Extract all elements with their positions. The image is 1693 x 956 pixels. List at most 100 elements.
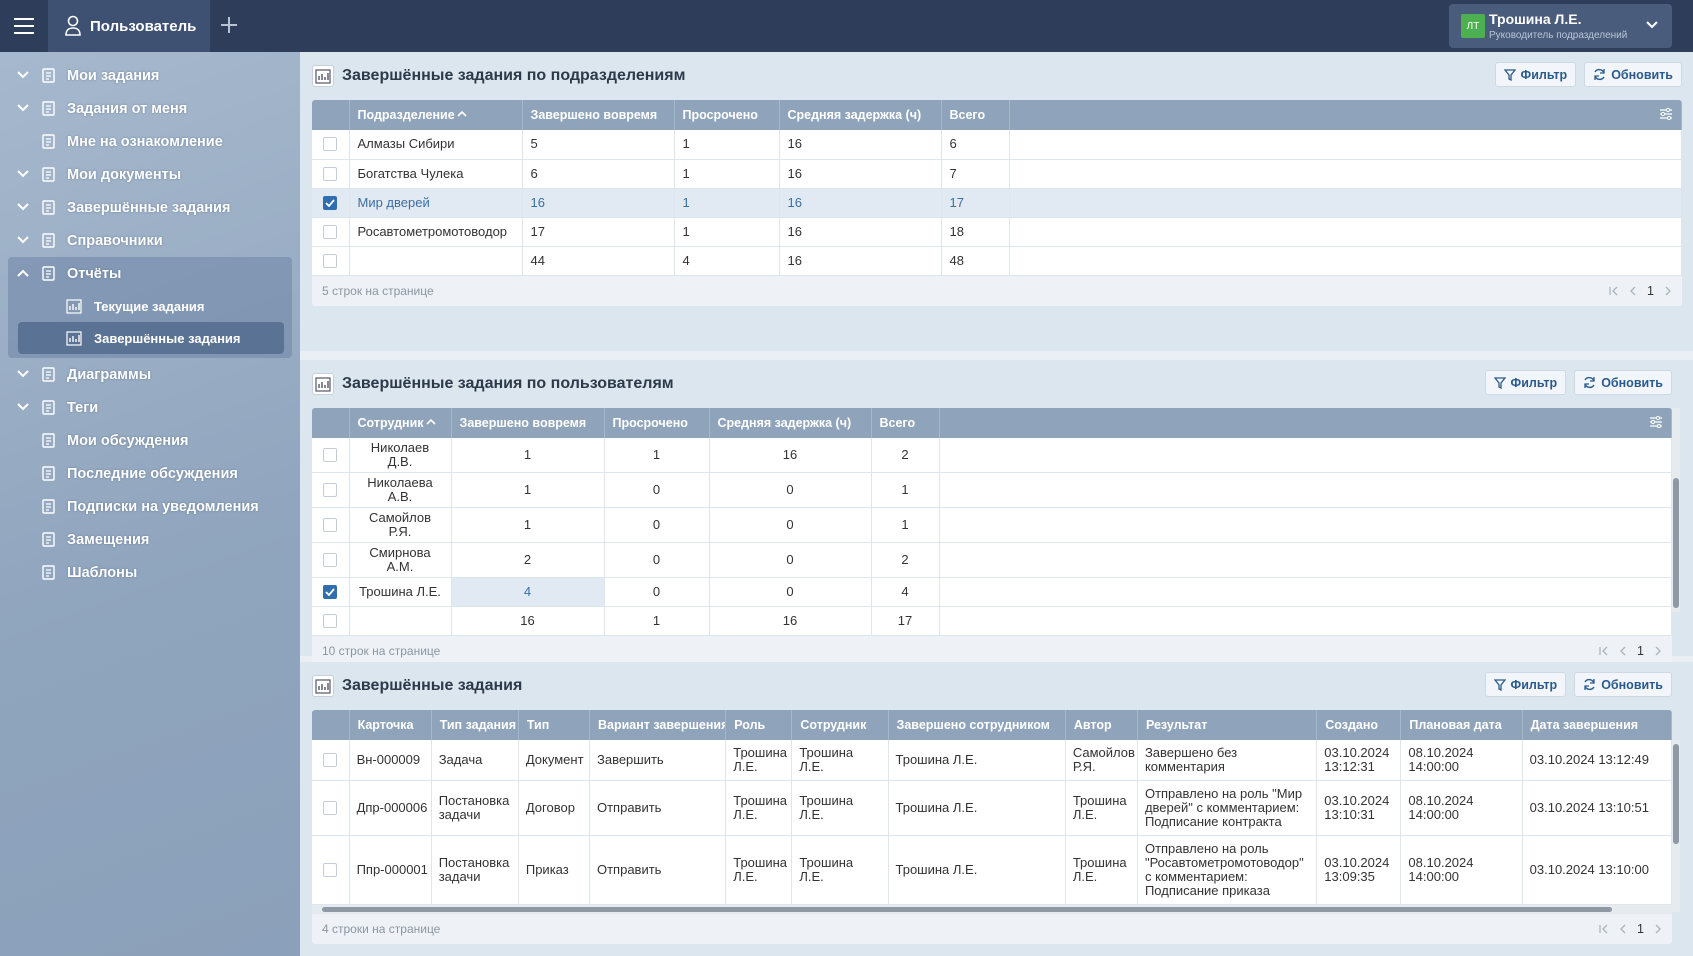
menu-item[interactable]: Мои обсуждения	[0, 424, 300, 457]
column-header[interactable]: Тип	[518, 710, 590, 740]
checkbox[interactable]	[323, 801, 338, 815]
filter-button[interactable]: Фильтр	[1484, 370, 1567, 395]
checkbox[interactable]	[323, 166, 338, 181]
menu-item[interactable]: Подписки на уведомления	[0, 490, 300, 523]
add-tab-button[interactable]	[218, 14, 240, 36]
column-header[interactable]: Всего	[871, 408, 940, 438]
column-header[interactable]: Просрочено	[674, 100, 780, 130]
rows-per-page: 5 строк на странице	[322, 283, 434, 298]
column-header[interactable]: Роль	[725, 710, 793, 740]
submenu-item[interactable]: Текущие задания	[18, 290, 284, 322]
menu-label: Теги	[67, 399, 99, 416]
table-row[interactable]: Дпр-000006 Постановка задачи Договор Отправ…	[312, 780, 1672, 836]
checkbox[interactable]	[323, 195, 338, 210]
scroll-thumb[interactable]	[1673, 744, 1679, 844]
menu-item[interactable]: Завершённые задания	[0, 191, 300, 224]
table-row[interactable]: Росавтометромотоводор 17 1 16 18	[312, 217, 1682, 247]
column-header[interactable]: Завершено сотрудником	[888, 710, 1066, 740]
table-row[interactable]: Николаева А.В. 1 0 0 1	[312, 472, 1672, 508]
column-header[interactable]: Дата завершения	[1522, 710, 1672, 740]
column-header[interactable]: Сотрудник	[791, 710, 889, 740]
checkbox[interactable]	[323, 518, 338, 532]
scroll-thumb[interactable]	[322, 907, 1612, 912]
table-row[interactable]: Николаев Д.В. 1 1 16 2	[312, 438, 1672, 473]
column-header[interactable]: Автор	[1065, 710, 1138, 740]
column-header[interactable]: Плановая дата	[1400, 710, 1523, 740]
refresh-button[interactable]: Обновить	[1574, 370, 1672, 395]
refresh-button[interactable]: Обновить	[1584, 62, 1682, 87]
menu-item[interactable]: Диаграммы	[0, 358, 300, 391]
column-header[interactable]: Средняя задержка (ч)	[779, 100, 942, 130]
filter-button[interactable]: Фильтр	[1484, 672, 1567, 697]
checkbox[interactable]	[323, 253, 338, 268]
scroll-thumb[interactable]	[1673, 478, 1679, 608]
checkbox[interactable]	[323, 553, 338, 567]
table-row[interactable]: Самойлов Р.Я. 1 0 0 1	[312, 507, 1672, 543]
table-row[interactable]: Вн-000009 Задача Документ Завершить Трошина …	[312, 740, 1672, 781]
horizontal-scrollbar[interactable]	[312, 905, 1672, 914]
checkbox[interactable]	[323, 483, 338, 497]
checkbox[interactable]	[323, 224, 338, 239]
table-cell	[939, 577, 1672, 607]
user-tab[interactable]: Пользователь	[48, 0, 210, 52]
checkbox[interactable]	[323, 585, 338, 599]
checkbox-cell	[312, 188, 350, 218]
refresh-button[interactable]: Обновить	[1574, 672, 1672, 697]
column-header[interactable]: Всего	[941, 100, 1010, 130]
menu-item[interactable]: Мои задания	[0, 59, 300, 92]
table-row[interactable]: Мир дверей 16 1 16 17	[312, 188, 1682, 218]
menu-button[interactable]	[12, 14, 36, 38]
chevron	[17, 104, 29, 112]
column-header[interactable]: Просрочено	[604, 408, 710, 438]
checkbox[interactable]	[323, 137, 338, 152]
scrollbar[interactable]	[1672, 740, 1680, 912]
column-header[interactable]: Создано	[1316, 710, 1402, 740]
table-row[interactable]: Ппр-000001 Постановка задачи Приказ Отправи…	[312, 835, 1672, 905]
menu-item[interactable]: Замещения	[0, 523, 300, 556]
menu-label: Справочники	[67, 232, 163, 249]
menu-item[interactable]: Отчёты	[8, 257, 292, 290]
table-row[interactable]: 16 1 16 17	[312, 606, 1672, 636]
checkbox-cell	[312, 472, 350, 508]
table-cell: Отправить	[589, 835, 727, 905]
table-row[interactable]: Богатства Чулека 6 1 16 7	[312, 159, 1682, 189]
submenu-item[interactable]: Завершённые задания	[18, 322, 284, 354]
table-cell: 08.10.2024 14:00:00	[1400, 835, 1523, 905]
column-header[interactable]: Сотрудник	[349, 408, 452, 438]
filter-button[interactable]: Фильтр	[1494, 62, 1577, 87]
chevron	[17, 403, 29, 411]
scrollbar[interactable]	[1672, 408, 1680, 612]
checkbox[interactable]	[323, 448, 338, 462]
table-cell	[939, 542, 1672, 578]
submenu-icon	[66, 331, 82, 346]
column-header[interactable]: Подразделение	[349, 100, 523, 130]
column-header[interactable]: Завершено вовремя	[522, 100, 675, 130]
checkbox[interactable]	[323, 614, 338, 628]
checkbox[interactable]	[323, 753, 338, 767]
column-header[interactable]: Вариант завершения	[589, 710, 727, 740]
column-header[interactable]: Средняя задержка (ч)	[709, 408, 872, 438]
table-footer: 5 строк на странице 1	[312, 275, 1682, 306]
column-header[interactable]: Результат	[1137, 710, 1318, 740]
user-role: Руководитель подразделений	[1489, 30, 1628, 41]
user-menu[interactable]: ЛТ Трошина Л.Е. Руководитель подразделен…	[1449, 4, 1672, 48]
checkmark	[325, 198, 335, 207]
menu-item[interactable]: Мне на ознакомление	[0, 125, 300, 158]
menu-item[interactable]: Задания от меня	[0, 92, 300, 125]
table-row[interactable]: Алмазы Сибири 5 1 16 6	[312, 130, 1682, 160]
table-row[interactable]: Трошина Л.Е. 4 0 0 4	[312, 577, 1672, 607]
menu-item[interactable]: Шаблоны	[0, 556, 300, 589]
panel-title: Завершённые задания	[312, 662, 522, 710]
column-header[interactable]: Тип задания	[431, 710, 519, 740]
column-header[interactable]: Карточка	[349, 710, 432, 740]
table-cell: Вн-000009	[349, 740, 432, 781]
table-row[interactable]: Смирнова А.М. 2 0 0 2	[312, 542, 1672, 578]
menu-item[interactable]: Последние обсуждения	[0, 457, 300, 490]
column-header[interactable]: Завершено вовремя	[451, 408, 605, 438]
menu-item[interactable]: Теги	[0, 391, 300, 424]
checkbox[interactable]	[323, 863, 338, 877]
table-row[interactable]: 44 4 16 48	[312, 246, 1682, 276]
table-cell	[939, 472, 1672, 508]
menu-item[interactable]: Мои документы	[0, 158, 300, 191]
menu-item[interactable]: Справочники	[0, 224, 300, 257]
